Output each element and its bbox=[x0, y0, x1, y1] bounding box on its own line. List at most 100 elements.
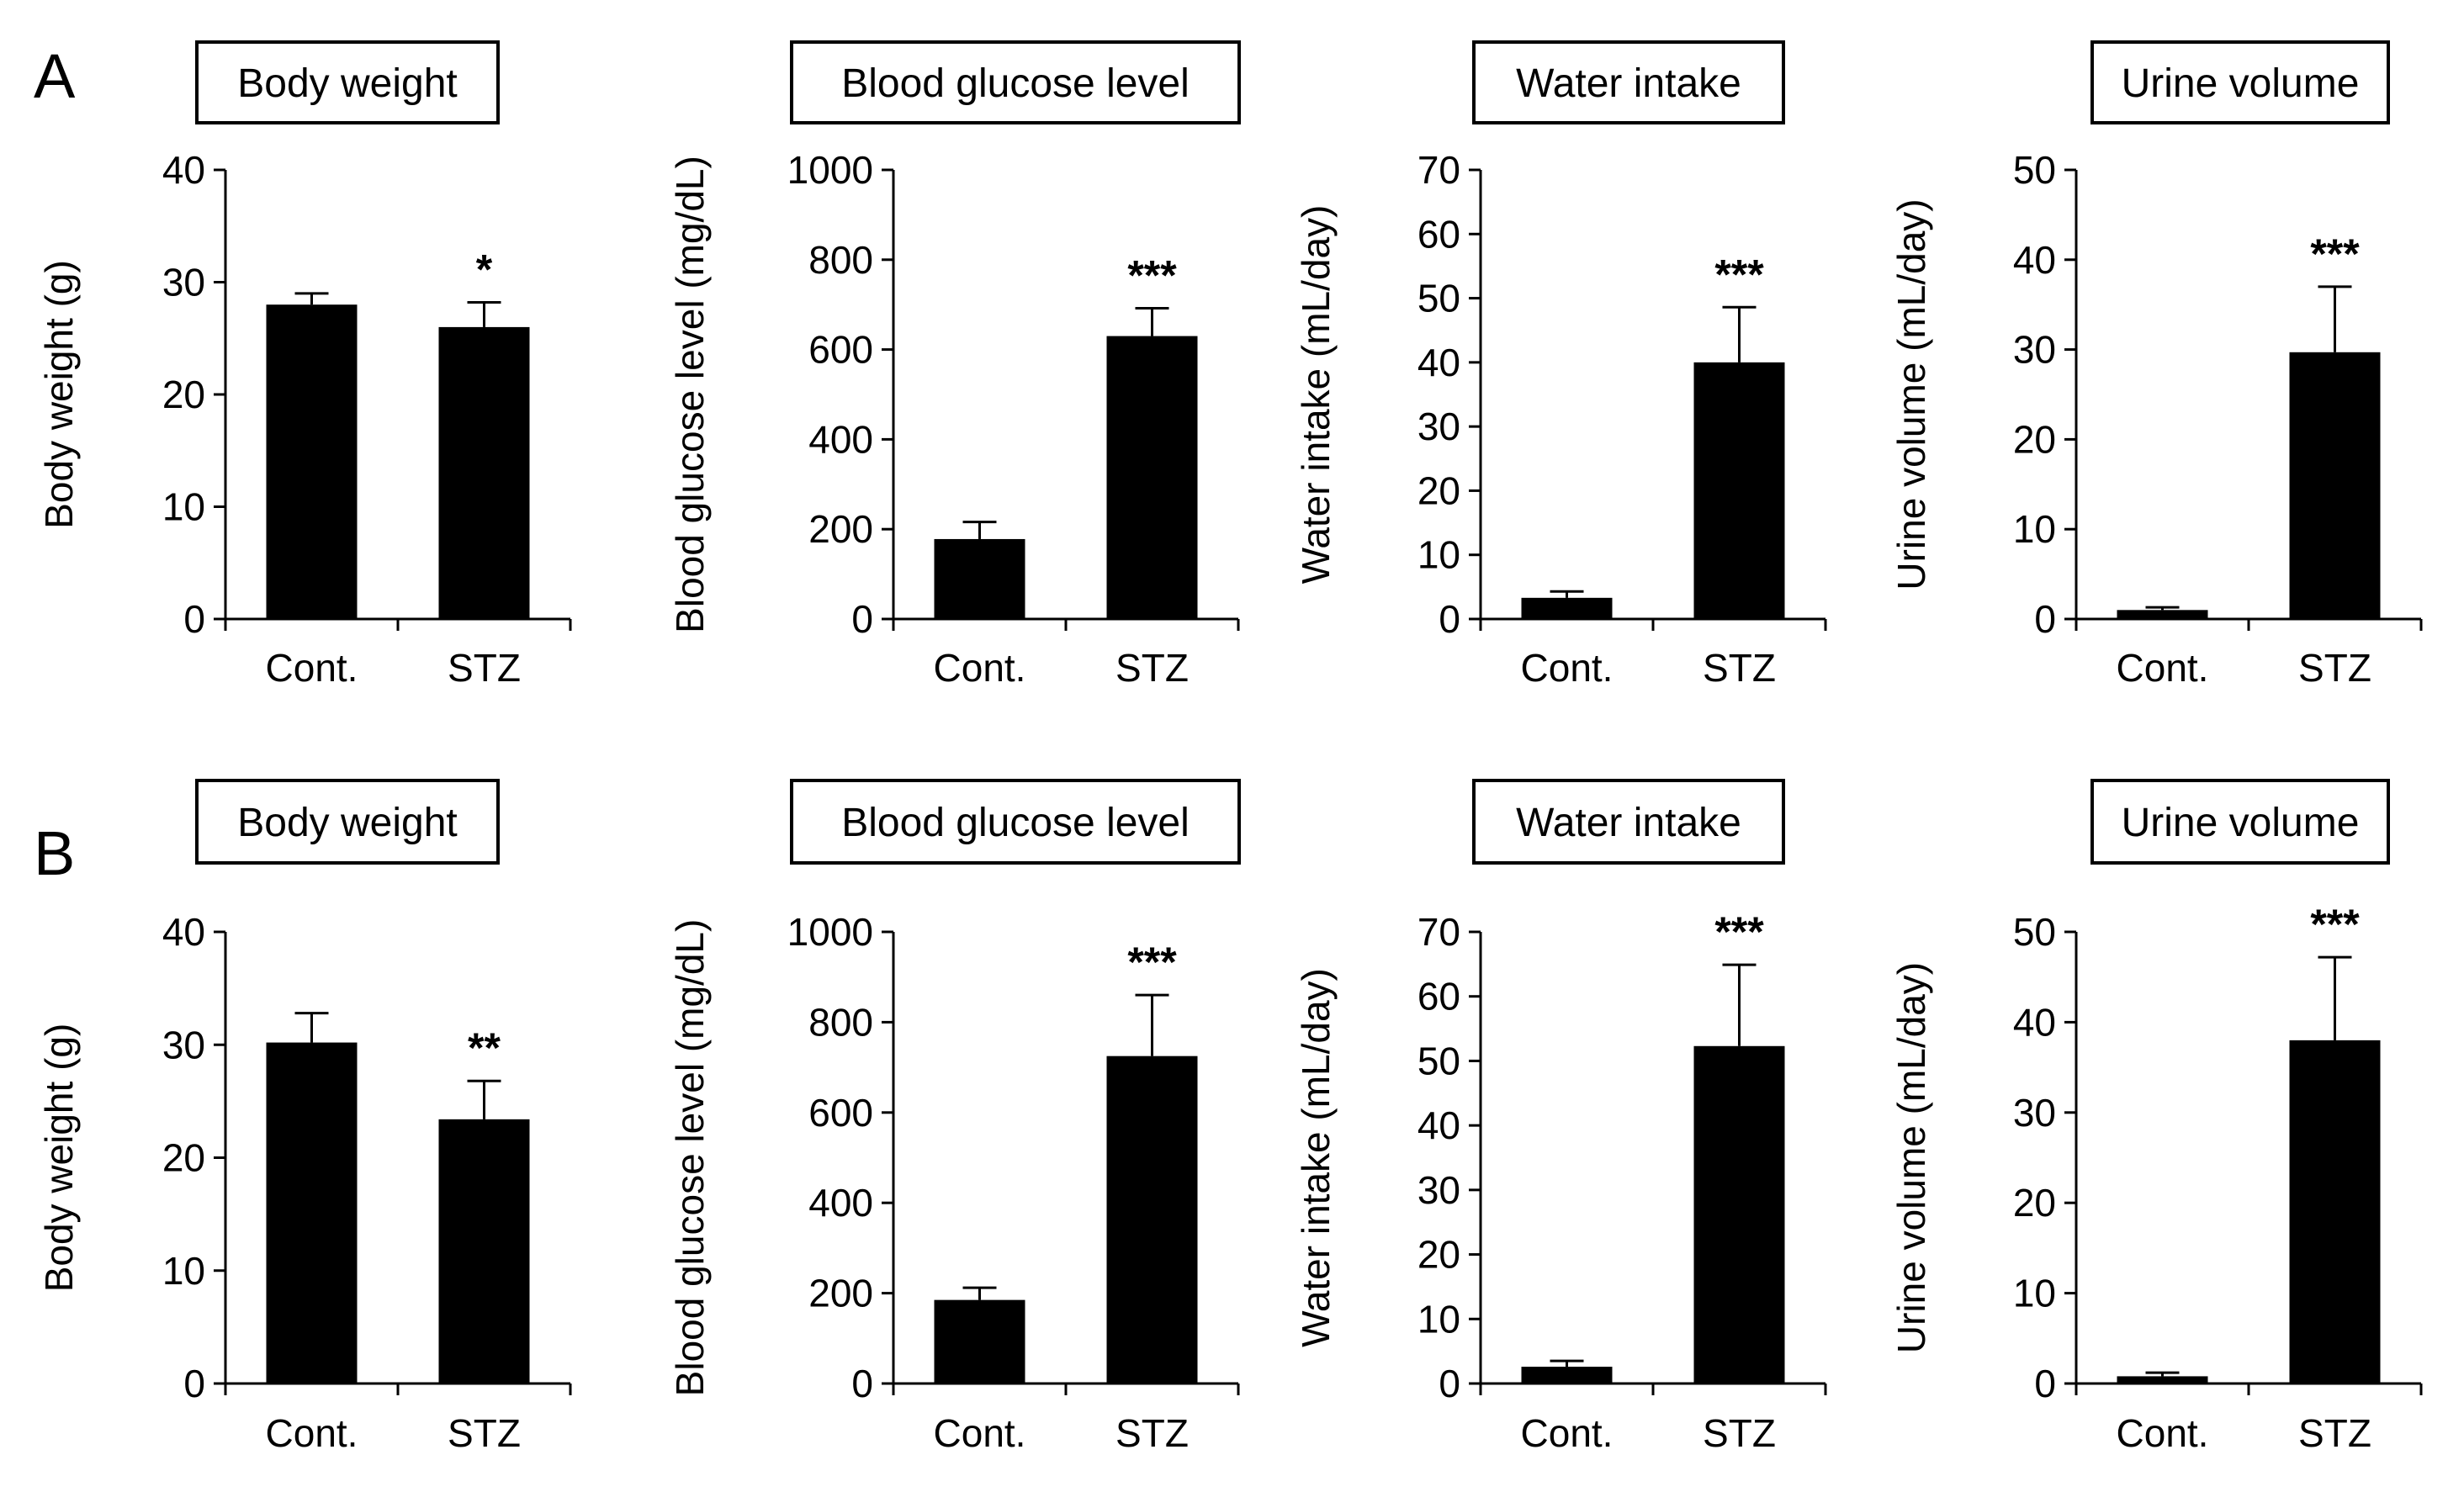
y-tick-label: 200 bbox=[808, 507, 873, 551]
bar-stz bbox=[1106, 336, 1198, 619]
bar-cont bbox=[2117, 1376, 2208, 1384]
x-category-label: STZ bbox=[448, 1411, 521, 1455]
bar-cont bbox=[1521, 597, 1613, 619]
y-tick-label: 800 bbox=[808, 1000, 873, 1044]
bar-stz bbox=[438, 1119, 530, 1384]
y-tick-label: 10 bbox=[162, 485, 205, 529]
y-tick-label: 10 bbox=[162, 1249, 205, 1293]
y-tick-label: 40 bbox=[1417, 341, 1460, 384]
chart-title: Blood glucose level bbox=[841, 801, 1190, 845]
y-tick-label: 400 bbox=[808, 417, 873, 461]
significance-marker: *** bbox=[1714, 908, 1764, 955]
x-category-label: Cont. bbox=[1521, 646, 1614, 690]
significance-marker: *** bbox=[2310, 230, 2360, 278]
x-category-label: Cont. bbox=[2117, 646, 2209, 690]
y-tick-label: 60 bbox=[1417, 212, 1460, 256]
chart-title: Water intake bbox=[1516, 61, 1741, 106]
y-tick-label: 30 bbox=[162, 261, 205, 304]
y-tick-label: 50 bbox=[1417, 277, 1460, 320]
y-tick-label: 30 bbox=[1417, 405, 1460, 448]
significance-marker: ** bbox=[468, 1024, 501, 1071]
y-tick-label: 70 bbox=[1417, 148, 1460, 192]
y-tick-label: 10 bbox=[1417, 533, 1460, 577]
chart-title-box bbox=[195, 40, 500, 124]
y-tick-label: 40 bbox=[1417, 1103, 1460, 1147]
x-category-label: STZ bbox=[1703, 646, 1776, 690]
x-category-label: Cont. bbox=[266, 646, 358, 690]
bar-stz bbox=[2289, 1040, 2381, 1384]
y-tick-label: 400 bbox=[808, 1181, 873, 1225]
bar-stz bbox=[2289, 352, 2381, 619]
panel-b: B Body weight Body weight (g) 0 10 20 30 40 Cont… bbox=[34, 779, 2423, 1455]
x-category-label: Cont. bbox=[934, 1411, 1026, 1455]
y-tick-label: 70 bbox=[1417, 910, 1460, 954]
bar-stz bbox=[1693, 362, 1785, 619]
y-axis-label: Body weight (g) bbox=[37, 1024, 81, 1293]
y-tick-label: 0 bbox=[851, 1362, 873, 1405]
bar-cont bbox=[934, 538, 1025, 619]
chart-a-3: Water intake Water intake (mL/day) 0 10 20 30… bbox=[1294, 40, 1827, 690]
y-tick-label: 0 bbox=[1439, 1362, 1460, 1405]
y-tick-label: 50 bbox=[2013, 910, 2056, 954]
chart-title-box bbox=[1472, 779, 1785, 865]
y-tick-label: 800 bbox=[808, 238, 873, 282]
bar-cont bbox=[934, 1299, 1025, 1384]
chart-b-3: Water intake Water intake (mL/day) 0 10 20 30… bbox=[1294, 779, 1827, 1455]
chart-title: Body weight bbox=[237, 61, 458, 106]
y-tick-label: 0 bbox=[183, 1362, 205, 1405]
x-category-label: Cont. bbox=[1521, 1411, 1614, 1455]
y-axis-label: Blood glucose level (mg/dL) bbox=[668, 156, 712, 633]
y-tick-label: 10 bbox=[1417, 1297, 1460, 1341]
y-tick-label: 0 bbox=[2034, 1362, 2056, 1405]
y-tick-label: 20 bbox=[2013, 417, 2056, 461]
chart-title-box bbox=[195, 779, 500, 865]
y-tick-label: 30 bbox=[2013, 1091, 2056, 1135]
y-tick-label: 40 bbox=[2013, 1000, 2056, 1044]
x-category-label: Cont. bbox=[2117, 1411, 2209, 1455]
bar-cont bbox=[2117, 610, 2208, 619]
chart-title: Blood glucose level bbox=[841, 61, 1190, 106]
chart-title: Body weight bbox=[237, 801, 458, 845]
bar-cont bbox=[266, 1042, 358, 1384]
significance-marker: *** bbox=[2310, 901, 2360, 948]
y-tick-label: 50 bbox=[2013, 148, 2056, 192]
y-tick-label: 10 bbox=[2013, 1272, 2056, 1315]
y-tick-label: 20 bbox=[2013, 1181, 2056, 1225]
y-tick-label: 600 bbox=[808, 328, 873, 372]
y-tick-label: 30 bbox=[1417, 1168, 1460, 1212]
bar-cont bbox=[1521, 1367, 1613, 1384]
significance-marker: * bbox=[476, 246, 493, 294]
y-axis-label: Blood glucose level (mg/dL) bbox=[668, 919, 712, 1397]
chart-title: Urine volume bbox=[2122, 61, 2360, 106]
y-tick-label: 20 bbox=[1417, 1233, 1460, 1277]
y-tick-label: 50 bbox=[1417, 1039, 1460, 1082]
chart-title-box bbox=[790, 779, 1241, 865]
y-tick-label: 30 bbox=[2013, 328, 2056, 372]
chart-title: Water intake bbox=[1516, 801, 1741, 845]
bar-stz bbox=[1106, 1056, 1198, 1384]
x-category-label: STZ bbox=[448, 646, 521, 690]
y-tick-label: 20 bbox=[1417, 468, 1460, 512]
panel-a: A Body weight Body weight (g) 0 10 20 30 40 Cont… bbox=[34, 40, 2423, 690]
chart-a-2: Blood glucose level Blood glucose level (… bbox=[668, 40, 1241, 690]
y-axis-label: Urine volume (mL/day) bbox=[1889, 962, 1933, 1353]
chart-title-box bbox=[2090, 40, 2390, 124]
y-tick-label: 600 bbox=[808, 1091, 873, 1135]
x-category-label: STZ bbox=[2298, 646, 2371, 690]
x-category-label: STZ bbox=[1115, 1411, 1189, 1455]
x-category-label: Cont. bbox=[266, 1411, 358, 1455]
y-tick-label: 0 bbox=[851, 597, 873, 641]
significance-marker: *** bbox=[1714, 251, 1764, 298]
chart-title-box bbox=[1472, 40, 1785, 124]
panel-letter: A bbox=[34, 41, 76, 111]
y-tick-label: 30 bbox=[162, 1023, 205, 1066]
y-tick-label: 200 bbox=[808, 1272, 873, 1315]
bar-cont bbox=[266, 304, 358, 619]
bar-stz bbox=[438, 326, 530, 619]
bar-stz bbox=[1693, 1045, 1785, 1384]
y-tick-label: 40 bbox=[2013, 238, 2056, 282]
y-tick-label: 0 bbox=[183, 597, 205, 641]
significance-marker: *** bbox=[1127, 939, 1177, 986]
significance-marker: *** bbox=[1127, 251, 1177, 299]
chart-a-4: Urine volume Urine volume (mL/day) 0 10 20 30… bbox=[1889, 40, 2423, 690]
